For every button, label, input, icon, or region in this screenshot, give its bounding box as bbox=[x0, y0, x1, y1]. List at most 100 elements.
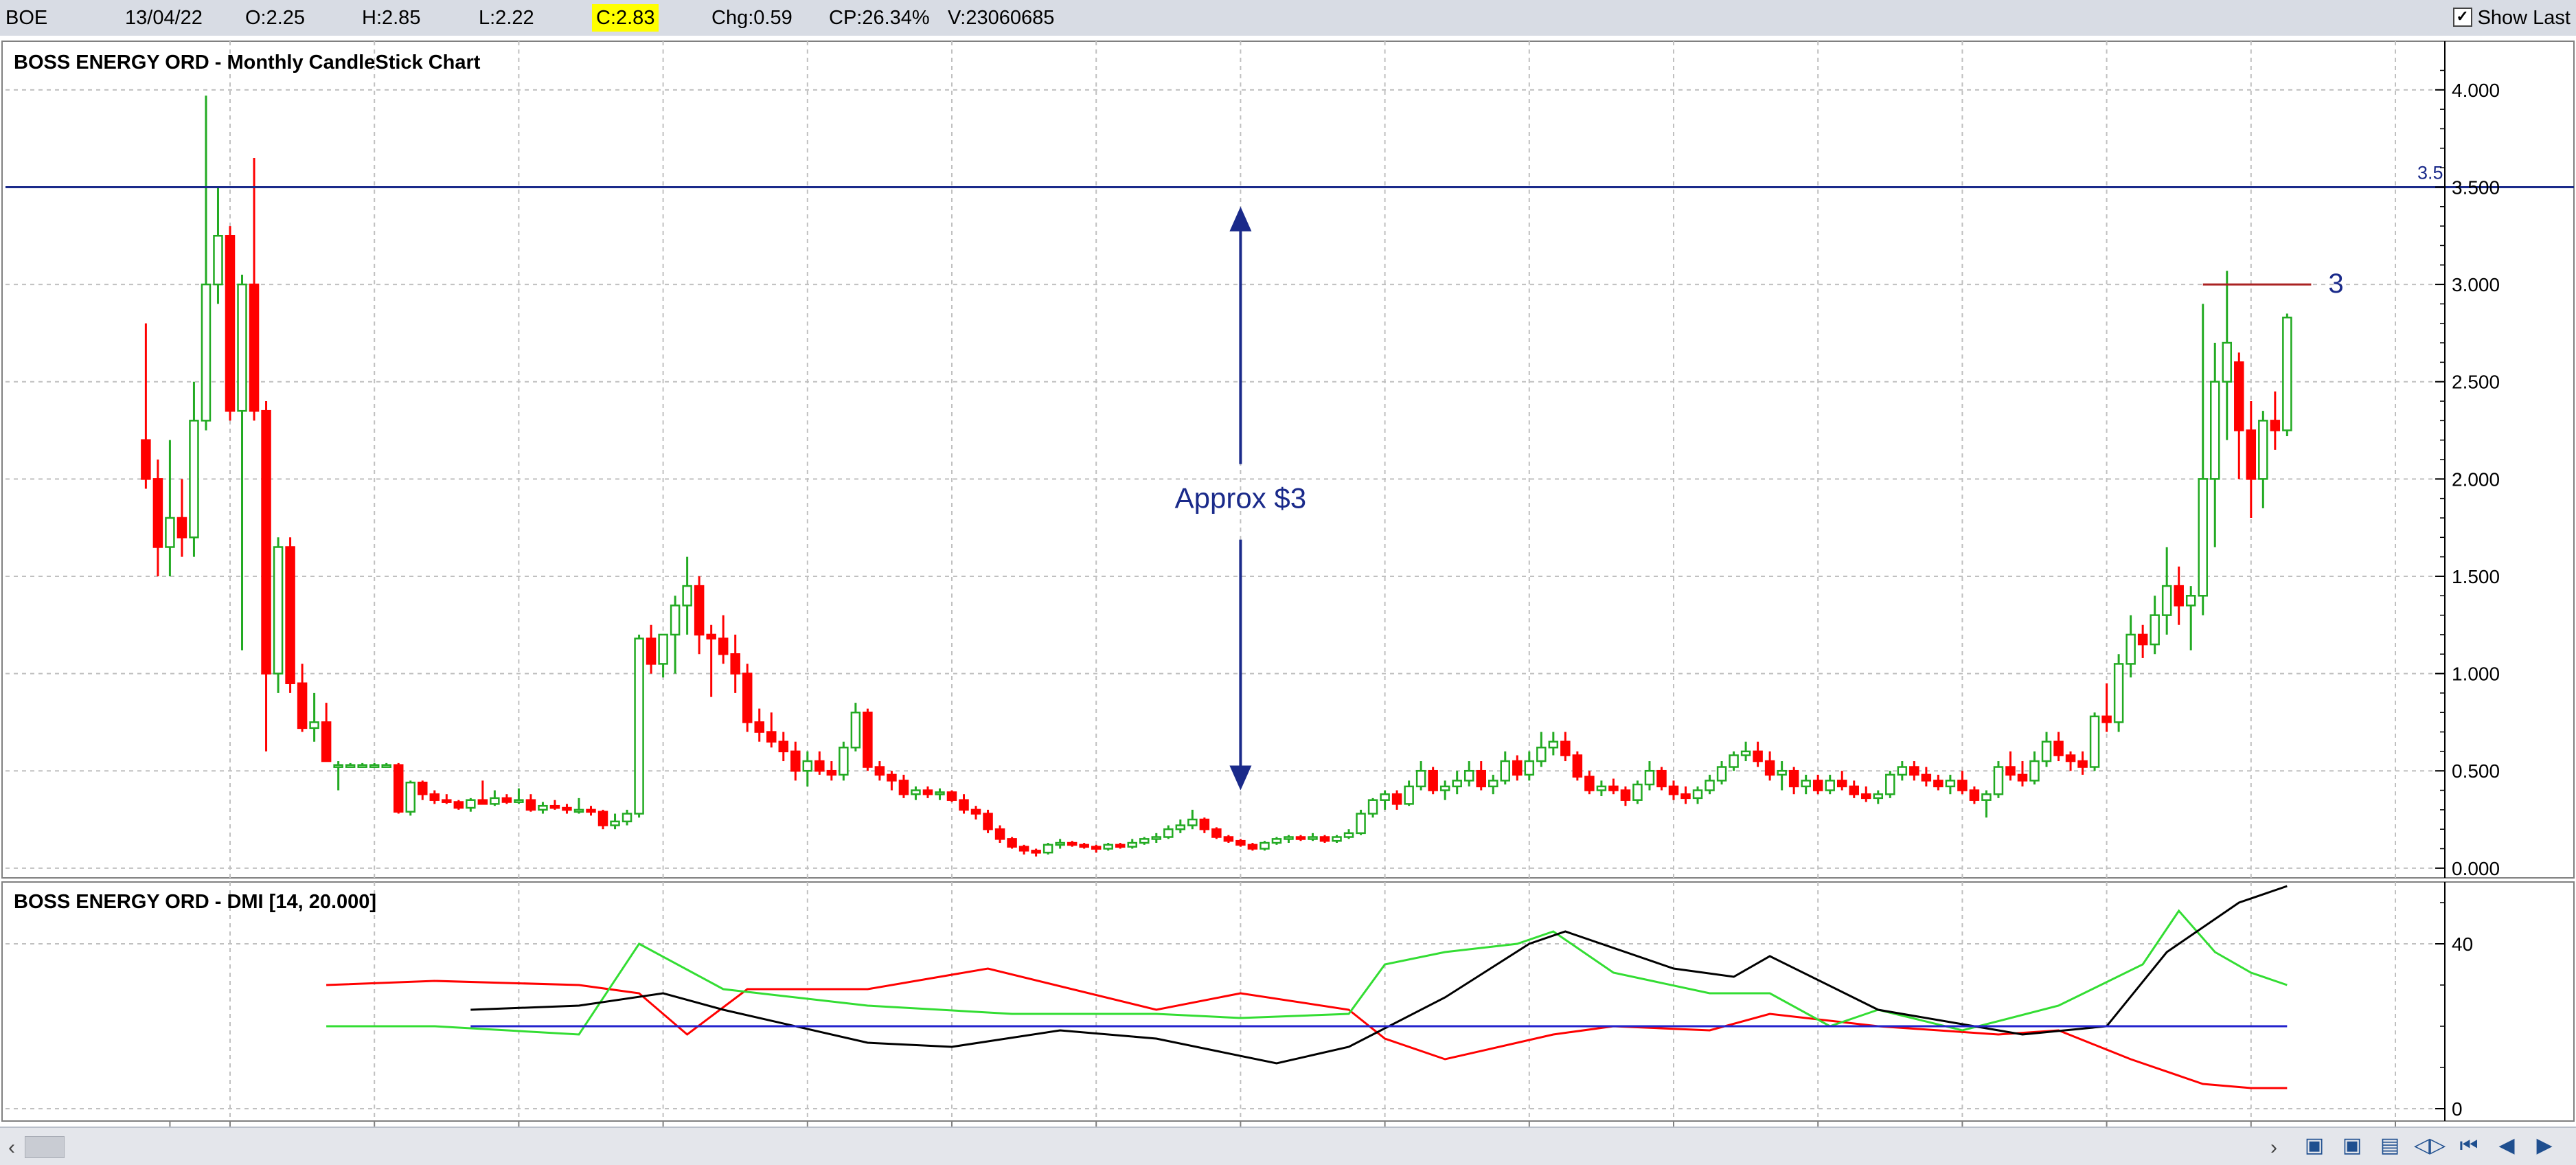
horizontal-line-label: 3.5 bbox=[2417, 162, 2443, 183]
x-tick-label: 2012 bbox=[813, 1124, 858, 1127]
candle-body bbox=[1151, 836, 1162, 840]
price-y-tick-label: 3.000 bbox=[2452, 274, 2500, 295]
scroll-left-arrow-icon[interactable]: ‹ bbox=[8, 1136, 15, 1159]
candle-body bbox=[694, 585, 705, 636]
candle-body bbox=[1836, 780, 1847, 788]
candle-body bbox=[285, 546, 295, 684]
candle-body bbox=[2077, 760, 2088, 768]
candle-body bbox=[2113, 663, 2124, 723]
scroll-thumb[interactable] bbox=[25, 1136, 65, 1158]
candle-body bbox=[2174, 585, 2184, 607]
candle-body bbox=[634, 637, 644, 815]
candle-body bbox=[1596, 785, 1607, 791]
fit-icon[interactable]: ◁▷ bbox=[2414, 1134, 2446, 1157]
candle-body bbox=[2185, 595, 2196, 607]
candle-body bbox=[176, 517, 187, 539]
candle-body bbox=[1042, 844, 1053, 854]
candle-body bbox=[839, 746, 849, 776]
candle-body bbox=[1199, 818, 1210, 830]
candle-body bbox=[670, 604, 681, 636]
candle-body bbox=[1308, 836, 1318, 840]
candle-body bbox=[1404, 785, 1414, 805]
candle-body bbox=[237, 283, 247, 412]
candle-body bbox=[922, 789, 933, 795]
candle-body bbox=[2270, 420, 2281, 431]
candle-body bbox=[1271, 838, 1282, 844]
candle-body bbox=[1512, 760, 1523, 776]
candle-body bbox=[261, 409, 271, 675]
open-value: O:2.25 bbox=[245, 7, 306, 29]
candle-body bbox=[405, 781, 415, 813]
candle-body bbox=[418, 781, 428, 795]
symbol: BOE bbox=[5, 7, 48, 29]
scroll-right-arrow-icon[interactable]: › bbox=[2270, 1136, 2277, 1159]
candle-body bbox=[1921, 773, 1932, 782]
candle-body bbox=[814, 760, 825, 772]
show-last-checkbox[interactable]: ✓ bbox=[2452, 8, 2472, 27]
chart-area[interactable]: 3.5 3 Approx $3 Aug 2008 2009 2010 2011 2012 201… bbox=[0, 36, 2576, 1127]
annotation-label: Approx $3 bbox=[1175, 482, 1306, 514]
candle-body bbox=[466, 799, 476, 809]
show-last-toggle[interactable]: ✓ Show Last bbox=[2452, 4, 2571, 32]
prev-icon[interactable]: ◀ bbox=[2498, 1134, 2515, 1157]
candle-body bbox=[970, 808, 981, 815]
candle-body bbox=[1909, 766, 1919, 776]
candle-body bbox=[1668, 785, 1679, 795]
candle-body bbox=[754, 721, 764, 733]
price-y-tick-label: 2.500 bbox=[2452, 372, 2500, 393]
candle-body bbox=[2234, 361, 2244, 431]
x-tick-label: 2023 bbox=[2401, 1124, 2446, 1127]
change-value: Chg:0.59 bbox=[711, 7, 793, 29]
price-y-tick-label: 0.000 bbox=[2452, 858, 2500, 879]
candle-body bbox=[1885, 773, 1895, 795]
candle-body bbox=[778, 740, 789, 753]
dmi-y-tick-label: 0 bbox=[2452, 1098, 2463, 1120]
x-tick-label: Aug bbox=[175, 1124, 211, 1127]
candle-body bbox=[1812, 780, 1823, 791]
x-tick-label: 2019 bbox=[1823, 1124, 1868, 1127]
candle-body bbox=[1500, 760, 1511, 782]
next-icon[interactable]: ▶ bbox=[2536, 1134, 2553, 1157]
candle-body bbox=[946, 791, 957, 801]
top-info-bar: BOE 13/04/22 O:2.25 H:2.85 L:2.22 C:2.83… bbox=[0, 0, 2576, 37]
candle-body bbox=[1235, 839, 1246, 846]
candle-body bbox=[1055, 841, 1065, 846]
candle-body bbox=[1993, 766, 2004, 795]
candle-body bbox=[1548, 740, 1559, 749]
candle-body bbox=[1572, 754, 1583, 778]
show-last-label: Show Last bbox=[2477, 7, 2571, 29]
candle-body bbox=[1175, 824, 1186, 830]
candle-body bbox=[730, 653, 740, 675]
candle-body bbox=[2198, 478, 2208, 597]
candle-body bbox=[706, 633, 716, 640]
candle-body bbox=[1295, 836, 1306, 840]
zoom-in-icon[interactable]: ▣ bbox=[2304, 1134, 2325, 1157]
price-y-tick-label: 1.500 bbox=[2452, 566, 2500, 587]
candle-body bbox=[1439, 785, 1450, 791]
candle-body bbox=[2222, 341, 2233, 383]
candle-body bbox=[850, 711, 861, 749]
x-tick-label: 2010 bbox=[524, 1124, 569, 1127]
candle-body bbox=[935, 791, 945, 795]
candle-body bbox=[297, 682, 308, 729]
candle-body bbox=[1680, 793, 1691, 800]
candle-body bbox=[2101, 715, 2112, 723]
annotation-arrow-down-head bbox=[1229, 765, 1252, 791]
candle-body bbox=[1115, 844, 1126, 848]
candle-body bbox=[1067, 841, 1078, 846]
zoom-out-icon[interactable]: ▣ bbox=[2342, 1134, 2362, 1157]
first-icon[interactable]: ⏮ bbox=[2459, 1134, 2478, 1157]
candle-body bbox=[1223, 836, 1234, 842]
candle-body bbox=[1825, 780, 1835, 791]
x-tick-label: 2017 bbox=[1535, 1124, 1580, 1127]
bottom-scroll-bar: ‹ › ▣ ▣ ▤ ◁▷ ⏮ ◀ ▶ bbox=[0, 1127, 2576, 1165]
volume-value: V:23060685 bbox=[948, 7, 1055, 29]
save-icon[interactable]: ▤ bbox=[2380, 1134, 2400, 1157]
candle-body bbox=[622, 813, 632, 823]
candle-body bbox=[1247, 844, 1258, 850]
candle-body bbox=[1091, 846, 1102, 850]
candle-body bbox=[1656, 769, 1667, 788]
candle-body bbox=[393, 764, 404, 813]
candle-body bbox=[1945, 780, 1956, 788]
candle-body bbox=[597, 811, 608, 826]
